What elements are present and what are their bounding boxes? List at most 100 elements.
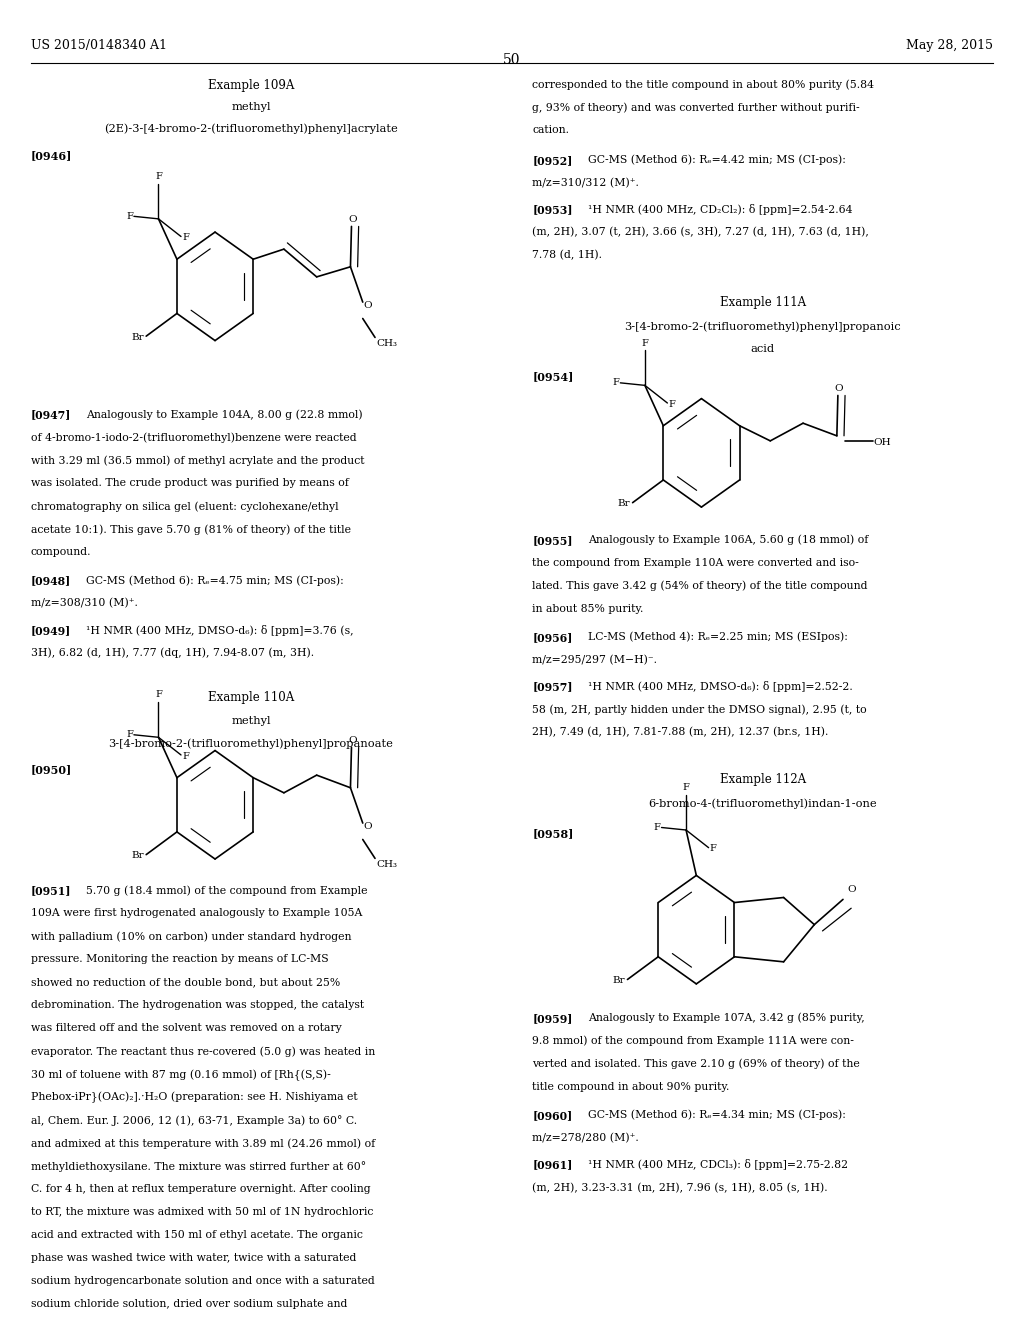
Text: F: F — [155, 172, 162, 181]
Text: F: F — [126, 730, 133, 739]
Text: of 4-bromo-1-iodo-2-(trifluoromethyl)benzene were reacted: of 4-bromo-1-iodo-2-(trifluoromethyl)ben… — [31, 432, 356, 442]
Text: [0959]: [0959] — [532, 1012, 572, 1024]
Text: O: O — [847, 886, 856, 895]
Text: O: O — [364, 822, 373, 830]
Text: ¹H NMR (400 MHz, DMSO-d₆): δ [ppm]=3.76 (s,: ¹H NMR (400 MHz, DMSO-d₆): δ [ppm]=3.76 … — [86, 624, 353, 636]
Text: F: F — [653, 822, 660, 832]
Text: in about 85% purity.: in about 85% purity. — [532, 603, 644, 614]
Text: sodium chloride solution, dried over sodium sulphate and: sodium chloride solution, dried over sod… — [31, 1299, 347, 1308]
Text: compound.: compound. — [31, 546, 91, 557]
Text: Phebox-iPr}(OAc)₂].·H₂O (preparation: see H. Nishiyama et: Phebox-iPr}(OAc)₂].·H₂O (preparation: se… — [31, 1092, 357, 1104]
Text: m/z=310/312 (M)⁺.: m/z=310/312 (M)⁺. — [532, 178, 639, 187]
Text: 9.8 mmol) of the compound from Example 111A were con-: 9.8 mmol) of the compound from Example 1… — [532, 1036, 854, 1047]
Text: [0949]: [0949] — [31, 624, 71, 636]
Text: 7.78 (d, 1H).: 7.78 (d, 1H). — [532, 251, 602, 260]
Text: showed no reduction of the double bond, but about 25%: showed no reduction of the double bond, … — [31, 977, 340, 987]
Text: acid: acid — [751, 345, 775, 354]
Text: corresponded to the title compound in about 80% purity (5.84: corresponded to the title compound in ab… — [532, 79, 874, 90]
Text: (2E)-3-[4-bromo-2-(trifluoromethyl)phenyl]acrylate: (2E)-3-[4-bromo-2-(trifluoromethyl)pheny… — [104, 124, 397, 135]
Text: [0952]: [0952] — [532, 154, 572, 165]
Text: [0953]: [0953] — [532, 205, 573, 215]
Text: pressure. Monitoring the reaction by means of LC-MS: pressure. Monitoring the reaction by mea… — [31, 954, 329, 965]
Text: m/z=308/310 (M)⁺.: m/z=308/310 (M)⁺. — [31, 598, 137, 609]
Text: 3H), 6.82 (d, 1H), 7.77 (dq, 1H), 7.94-8.07 (m, 3H).: 3H), 6.82 (d, 1H), 7.77 (dq, 1H), 7.94-8… — [31, 648, 313, 659]
Text: Br: Br — [617, 499, 631, 508]
Text: [0960]: [0960] — [532, 1110, 572, 1121]
Text: F: F — [641, 338, 648, 347]
Text: (m, 2H), 3.07 (t, 2H), 3.66 (s, 3H), 7.27 (d, 1H), 7.63 (d, 1H),: (m, 2H), 3.07 (t, 2H), 3.66 (s, 3H), 7.2… — [532, 227, 869, 238]
Text: [0948]: [0948] — [31, 576, 71, 586]
Text: 6-bromo-4-(trifluoromethyl)indan-1-one: 6-bromo-4-(trifluoromethyl)indan-1-one — [648, 799, 878, 809]
Text: [0951]: [0951] — [31, 886, 72, 896]
Text: O: O — [348, 215, 356, 224]
Text: methyl: methyl — [231, 717, 270, 726]
Text: F: F — [182, 751, 188, 760]
Text: 109A were first hydrogenated analogously to Example 105A: 109A were first hydrogenated analogously… — [31, 908, 362, 919]
Text: sodium hydrogencarbonate solution and once with a saturated: sodium hydrogencarbonate solution and on… — [31, 1276, 375, 1286]
Text: 5.70 g (18.4 mmol) of the compound from Example: 5.70 g (18.4 mmol) of the compound from … — [86, 886, 368, 896]
Text: verted and isolated. This gave 2.10 g (69% of theory) of the: verted and isolated. This gave 2.10 g (6… — [532, 1059, 860, 1069]
Text: m/z=295/297 (M−H)⁻.: m/z=295/297 (M−H)⁻. — [532, 655, 657, 665]
Text: F: F — [182, 234, 188, 243]
Text: Example 109A: Example 109A — [208, 79, 294, 92]
Text: ¹H NMR (400 MHz, DMSO-d₆): δ [ppm]=2.52-2.: ¹H NMR (400 MHz, DMSO-d₆): δ [ppm]=2.52-… — [588, 681, 853, 693]
Text: Br: Br — [612, 977, 626, 985]
Text: Example 111A: Example 111A — [720, 296, 806, 309]
Text: GC-MS (Method 6): Rₑ=4.34 min; MS (CI-pos):: GC-MS (Method 6): Rₑ=4.34 min; MS (CI-po… — [588, 1110, 846, 1121]
Text: Analogously to Example 107A, 3.42 g (85% purity,: Analogously to Example 107A, 3.42 g (85%… — [588, 1012, 864, 1023]
Text: to RT, the mixture was admixed with 50 ml of 1N hydrochloric: to RT, the mixture was admixed with 50 m… — [31, 1206, 373, 1217]
Text: O: O — [364, 301, 373, 310]
Text: [0955]: [0955] — [532, 535, 573, 546]
Text: 2H), 7.49 (d, 1H), 7.81-7.88 (m, 2H), 12.37 (br.s, 1H).: 2H), 7.49 (d, 1H), 7.81-7.88 (m, 2H), 12… — [532, 727, 828, 738]
Text: g, 93% of theory) and was converted further without purifi-: g, 93% of theory) and was converted furt… — [532, 103, 860, 114]
Text: with palladium (10% on carbon) under standard hydrogen: with palladium (10% on carbon) under sta… — [31, 932, 351, 942]
Text: (m, 2H), 3.23-3.31 (m, 2H), 7.96 (s, 1H), 8.05 (s, 1H).: (m, 2H), 3.23-3.31 (m, 2H), 7.96 (s, 1H)… — [532, 1183, 828, 1193]
Text: OH: OH — [873, 438, 891, 446]
Text: m/z=278/280 (M)⁺.: m/z=278/280 (M)⁺. — [532, 1133, 639, 1143]
Text: debromination. The hydrogenation was stopped, the catalyst: debromination. The hydrogenation was sto… — [31, 1001, 364, 1010]
Text: O: O — [348, 735, 356, 744]
Text: [0957]: [0957] — [532, 681, 573, 693]
Text: Example 110A: Example 110A — [208, 690, 294, 704]
Text: Br: Br — [131, 851, 144, 861]
Text: GC-MS (Method 6): Rₑ=4.75 min; MS (CI-pos):: GC-MS (Method 6): Rₑ=4.75 min; MS (CI-po… — [86, 576, 344, 586]
Text: acid and extracted with 150 ml of ethyl acetate. The organic: acid and extracted with 150 ml of ethyl … — [31, 1230, 362, 1239]
Text: phase was washed twice with water, twice with a saturated: phase was washed twice with water, twice… — [31, 1253, 356, 1263]
Text: ¹H NMR (400 MHz, CD₂Cl₂): δ [ppm]=2.54-2.64: ¹H NMR (400 MHz, CD₂Cl₂): δ [ppm]=2.54-2… — [588, 205, 852, 215]
Text: O: O — [835, 384, 843, 393]
Text: F: F — [710, 845, 717, 854]
Text: 30 ml of toluene with 87 mg (0.16 mmol) of [Rh{(S,S)-: 30 ml of toluene with 87 mg (0.16 mmol) … — [31, 1069, 331, 1081]
Text: [0950]: [0950] — [31, 764, 72, 775]
Text: F: F — [612, 379, 620, 387]
Text: was filtered off and the solvent was removed on a rotary: was filtered off and the solvent was rem… — [31, 1023, 341, 1034]
Text: with 3.29 ml (36.5 mmol) of methyl acrylate and the product: with 3.29 ml (36.5 mmol) of methyl acryl… — [31, 455, 365, 466]
Text: al, Chem. Eur. J. 2006, 12 (1), 63-71, Example 3a) to 60° C.: al, Chem. Eur. J. 2006, 12 (1), 63-71, E… — [31, 1115, 356, 1126]
Text: 3-[4-bromo-2-(trifluoromethyl)phenyl]propanoate: 3-[4-bromo-2-(trifluoromethyl)phenyl]pro… — [109, 739, 393, 750]
Text: F: F — [669, 400, 675, 409]
Text: May 28, 2015: May 28, 2015 — [906, 40, 993, 51]
Text: was isolated. The crude product was purified by means of: was isolated. The crude product was puri… — [31, 478, 348, 488]
Text: chromatography on silica gel (eluent: cyclohexane/ethyl: chromatography on silica gel (eluent: cy… — [31, 502, 338, 512]
Text: lated. This gave 3.42 g (54% of theory) of the title compound: lated. This gave 3.42 g (54% of theory) … — [532, 581, 868, 591]
Text: acetate 10:1). This gave 5.70 g (81% of theory) of the title: acetate 10:1). This gave 5.70 g (81% of … — [31, 524, 350, 535]
Text: US 2015/0148340 A1: US 2015/0148340 A1 — [31, 40, 167, 51]
Text: methyl: methyl — [231, 102, 270, 112]
Text: Analogously to Example 104A, 8.00 g (22.8 mmol): Analogously to Example 104A, 8.00 g (22.… — [86, 409, 362, 420]
Text: CH₃: CH₃ — [376, 339, 397, 347]
Text: ¹H NMR (400 MHz, CDCl₃): δ [ppm]=2.75-2.82: ¹H NMR (400 MHz, CDCl₃): δ [ppm]=2.75-2.… — [588, 1159, 848, 1171]
Text: [0958]: [0958] — [532, 829, 573, 840]
Text: Br: Br — [131, 333, 144, 342]
Text: Analogously to Example 106A, 5.60 g (18 mmol) of: Analogously to Example 106A, 5.60 g (18 … — [588, 535, 868, 545]
Text: [0961]: [0961] — [532, 1159, 572, 1171]
Text: evaporator. The reactant thus re-covered (5.0 g) was heated in: evaporator. The reactant thus re-covered… — [31, 1047, 375, 1057]
Text: Example 112A: Example 112A — [720, 774, 806, 785]
Text: methyldiethoxysilane. The mixture was stirred further at 60°: methyldiethoxysilane. The mixture was st… — [31, 1162, 366, 1172]
Text: 58 (m, 2H, partly hidden under the DMSO signal), 2.95 (t, to: 58 (m, 2H, partly hidden under the DMSO … — [532, 705, 867, 715]
Text: 3-[4-bromo-2-(trifluoromethyl)phenyl]propanoic: 3-[4-bromo-2-(trifluoromethyl)phenyl]pro… — [625, 321, 901, 331]
Text: cation.: cation. — [532, 125, 569, 136]
Text: [0946]: [0946] — [31, 150, 72, 161]
Text: F: F — [155, 690, 162, 700]
Text: GC-MS (Method 6): Rₑ=4.42 min; MS (CI-pos):: GC-MS (Method 6): Rₑ=4.42 min; MS (CI-po… — [588, 154, 846, 165]
Text: CH₃: CH₃ — [376, 859, 397, 869]
Text: [0956]: [0956] — [532, 632, 572, 643]
